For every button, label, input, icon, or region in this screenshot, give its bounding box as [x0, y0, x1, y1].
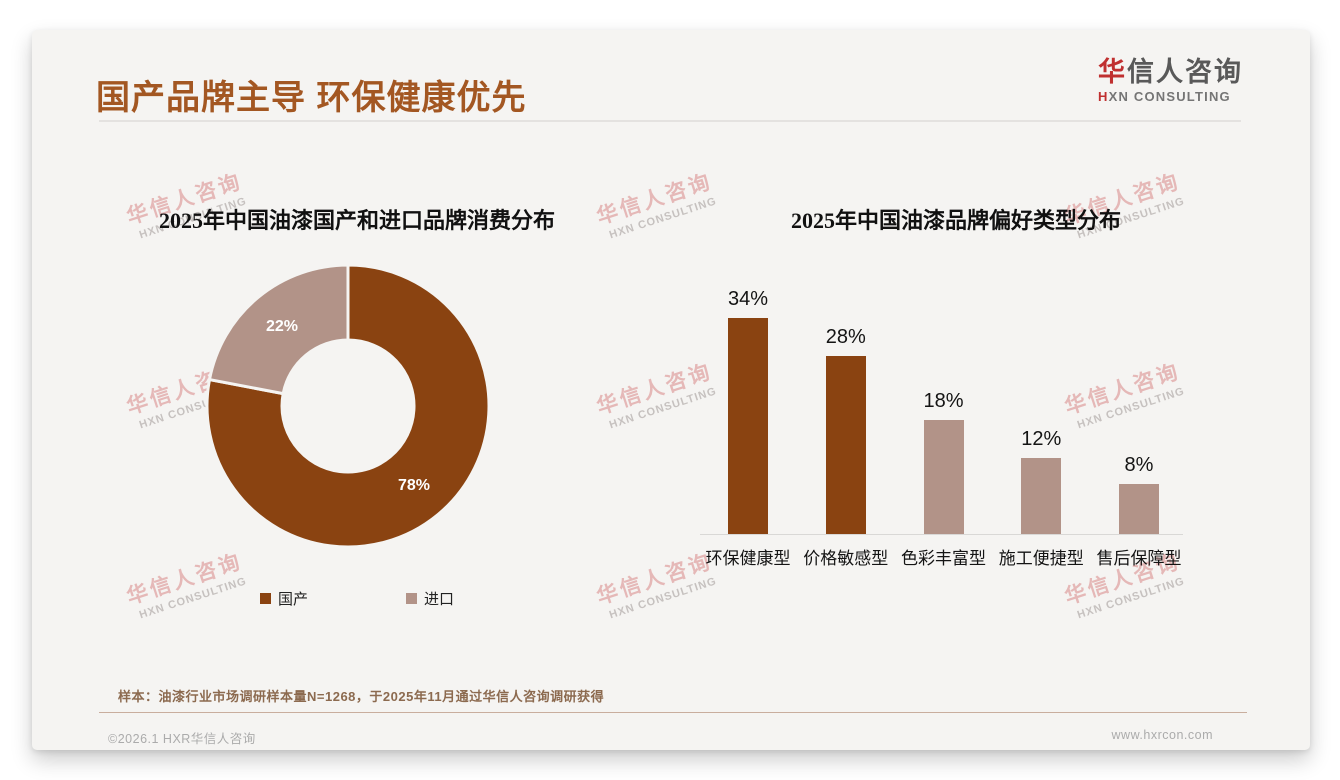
legend-label: 国产: [277, 591, 308, 608]
legend-swatch: [406, 593, 417, 604]
donut-slice-国产: [205, 263, 491, 549]
company-logo: 华信人咨询 HXN CONSULTING: [1098, 57, 1243, 104]
bar-value-label: 18%: [923, 390, 964, 412]
bar-chart-axis: [700, 534, 1183, 535]
bar-环保健康型: [728, 318, 768, 535]
legend-label: 进口: [424, 591, 455, 608]
bar-category-label: 环保健康型: [705, 549, 791, 568]
bar-value-label: 34%: [727, 288, 769, 310]
footer: ©2026.1 HXR华信人咨询 www.hxrcon.com: [108, 728, 1213, 747]
logo-en-text: HXN CONSULTING: [1098, 88, 1231, 104]
bar-chart-title: 2025年中国油漆品牌偏好类型分布: [790, 208, 1121, 233]
bar-chart-categories: 环保健康型 价格敏感型 色彩丰富型 施工便捷型 售后保障型: [700, 544, 1183, 568]
donut-value-label: 22%: [266, 318, 298, 335]
header-divider: [99, 120, 1241, 122]
donut-legend: 国产 进口: [112, 588, 602, 609]
slide-card: 华信人咨询 HXN CONSULTING 华信人咨询 HXN CONSULTING 华信…: [32, 30, 1310, 750]
page-title: 国产品牌主导 环保健康优先: [96, 79, 527, 117]
bar-色彩丰富型: [923, 420, 964, 535]
footer-copyright: ©2026.1 HXR华信人咨询: [108, 732, 256, 746]
donut-chart-title: 2025年中国油漆国产和进口品牌消费分布: [158, 208, 555, 233]
footer-website: www.hxrcon.com: [1111, 728, 1213, 742]
bar-value-label: 8%: [1124, 454, 1154, 476]
legend-swatch: [259, 593, 271, 604]
donut-value-label: 78%: [398, 477, 430, 494]
bar-category-label: 价格敏感型: [803, 549, 889, 568]
donut-chart: 78% 22%: [198, 256, 498, 556]
donut-svg: 78% 22%: [205, 263, 491, 549]
bar-价格敏感型: [825, 356, 866, 535]
legend-item-进口: 进口: [406, 588, 454, 609]
bar-施工便捷型: [1021, 458, 1062, 535]
footer-divider: [99, 712, 1247, 713]
bar-售后保障型: [1119, 484, 1159, 535]
bar-value-label: 28%: [825, 326, 866, 348]
legend-item-国产: 国产: [259, 588, 308, 609]
bar-value-label: 12%: [1021, 428, 1062, 450]
bar-category-label: 施工便捷型: [998, 549, 1084, 568]
source-note: 样本：油漆行业市场调研样本量N=1268，于2025年11月通过华信人咨询调研获…: [118, 689, 605, 704]
donut-slice-进口: [207, 263, 350, 396]
bar-category-label: 色彩丰富型: [901, 549, 986, 568]
slide-content: 国产品牌主导 环保健康优先 华信人咨询 HXN CONSULTING 2025年…: [32, 30, 1310, 750]
bar-chart-plot: 34% 28% 18% 12% 8%: [700, 288, 1183, 535]
logo-cn-text: 华信人咨询: [1098, 57, 1243, 87]
bar-category-label: 售后保障型: [1096, 549, 1182, 568]
